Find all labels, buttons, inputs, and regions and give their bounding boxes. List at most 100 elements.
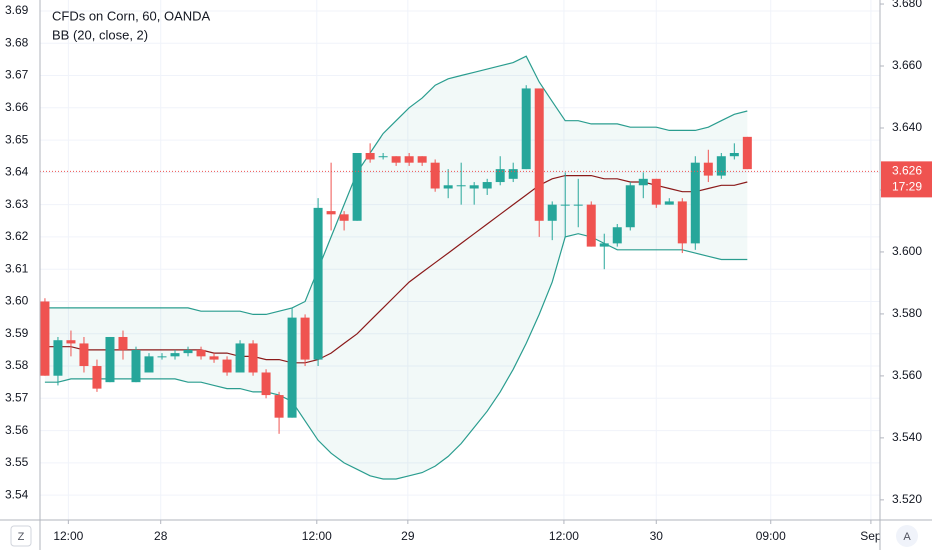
- x-tick-label: 30: [650, 529, 664, 543]
- candle-body: [404, 156, 414, 163]
- price-label: 3.626: [892, 164, 922, 178]
- candle-body: [235, 343, 245, 373]
- candle-body: [313, 207, 323, 360]
- y-tick-label: 3.61: [5, 261, 29, 275]
- candle-body: [677, 201, 687, 244]
- candle-body: [222, 359, 232, 373]
- candle-body: [443, 185, 453, 189]
- candle-body: [144, 356, 154, 373]
- candle-body: [209, 356, 219, 360]
- candle-body: [560, 204, 570, 206]
- grid: [40, 0, 880, 520]
- candle-body: [456, 185, 466, 187]
- candle-body: [638, 178, 648, 186]
- candle-body: [53, 340, 63, 376]
- auto-button-label[interactable]: A: [903, 531, 911, 543]
- candle-body: [365, 152, 375, 160]
- candle-body: [66, 340, 76, 344]
- band-fill: [44, 56, 748, 479]
- right-axis-panel: [880, 0, 932, 550]
- candle-body: [521, 88, 531, 170]
- candle-body: [326, 211, 336, 215]
- candle-body: [157, 356, 167, 358]
- candle-body: [287, 317, 297, 418]
- candle-body: [651, 178, 661, 205]
- zoom-button-label[interactable]: Z: [18, 531, 25, 543]
- candle-body: [482, 182, 492, 189]
- y2-tick-label: 3.600: [892, 244, 922, 258]
- y-tick-label: 3.69: [5, 3, 29, 17]
- y-axis: 3.54 3.55 3.56 3.57 3.58 3.59 3.60 3.61 3.62 3.63…: [5, 3, 29, 501]
- candle-body: [690, 162, 700, 244]
- candle-body: [729, 152, 739, 157]
- candle-body: [339, 214, 349, 221]
- candle-body: [703, 162, 713, 176]
- candle-body: [300, 317, 310, 360]
- y-tick-label: 3.60: [5, 294, 29, 308]
- y-tick-label: 3.57: [5, 390, 29, 404]
- y-tick-label: 3.59: [5, 326, 29, 340]
- y2-tick-label: 3.540: [892, 430, 922, 444]
- candle-body: [131, 349, 141, 383]
- candle-body: [586, 204, 596, 247]
- x-tick-label: 28: [154, 529, 168, 543]
- candle-body: [547, 204, 557, 221]
- countdown: 17:29: [892, 180, 922, 194]
- candle-body: [105, 336, 115, 383]
- y2-tick-label: 3.520: [892, 492, 922, 506]
- y2-tick-label: 3.680: [892, 0, 922, 10]
- y2-tick-label: 3.640: [892, 120, 922, 134]
- candle-body: [352, 152, 362, 221]
- candle-body: [40, 301, 50, 376]
- candle-body: [79, 343, 89, 367]
- candle-body: [261, 372, 271, 396]
- indicator-label: BB (20, close, 2): [52, 27, 148, 42]
- x-tick-label: Sep: [860, 529, 882, 543]
- price-label-box: [881, 161, 932, 198]
- y-tick-label: 3.58: [5, 358, 29, 372]
- x-tick-label: 12:00: [302, 529, 332, 543]
- x-tick-label: 12:00: [549, 529, 579, 543]
- y-tick-label: 3.55: [5, 455, 29, 469]
- candle-body: [625, 185, 635, 228]
- chart-title: CFDs on Corn, 60, OANDA: [52, 8, 211, 23]
- y-tick-label: 3.65: [5, 132, 29, 146]
- x-axis: 12:00 28 12:00 29 12:00 30 09:00 Sep: [53, 520, 882, 543]
- candle-body: [573, 204, 583, 206]
- candle-body: [716, 156, 726, 176]
- candle-body: [92, 366, 102, 389]
- candle-body: [612, 227, 622, 244]
- candle-body: [248, 343, 258, 373]
- x-tick-label: 12:00: [53, 529, 83, 543]
- left-axis-panel: [0, 0, 40, 520]
- candle-body: [430, 162, 440, 189]
- candle-body: [196, 349, 206, 357]
- y-tick-label: 3.54: [5, 487, 29, 501]
- x-tick-label: 29: [401, 529, 415, 543]
- y-tick-label: 3.68: [5, 35, 29, 49]
- candle-body: [391, 156, 401, 163]
- candle-body: [742, 136, 752, 170]
- auto-button[interactable]: [896, 525, 918, 547]
- x-tick-label: 09:00: [756, 529, 786, 543]
- candle-body: [417, 156, 427, 163]
- y-tick-label: 3.64: [5, 165, 29, 179]
- y-tick-label: 3.62: [5, 229, 29, 243]
- y2-axis: 3.5203.5403.5603.5803.6003.6203.6403.660…: [880, 0, 932, 506]
- y-tick-label: 3.67: [5, 68, 29, 82]
- candle-body: [664, 201, 674, 205]
- candle-body: [469, 185, 479, 189]
- candle-body: [599, 243, 609, 247]
- candle-body: [378, 156, 388, 158]
- candle-body: [170, 353, 180, 357]
- zoom-button[interactable]: [10, 525, 32, 547]
- candle-body: [508, 169, 518, 179]
- y-tick-label: 3.66: [5, 100, 29, 114]
- candle-body: [274, 395, 284, 418]
- band-line: [44, 55, 748, 315]
- y2-tick-label: 3.580: [892, 306, 922, 320]
- y-tick-label: 3.63: [5, 197, 29, 211]
- plot: [40, 55, 880, 480]
